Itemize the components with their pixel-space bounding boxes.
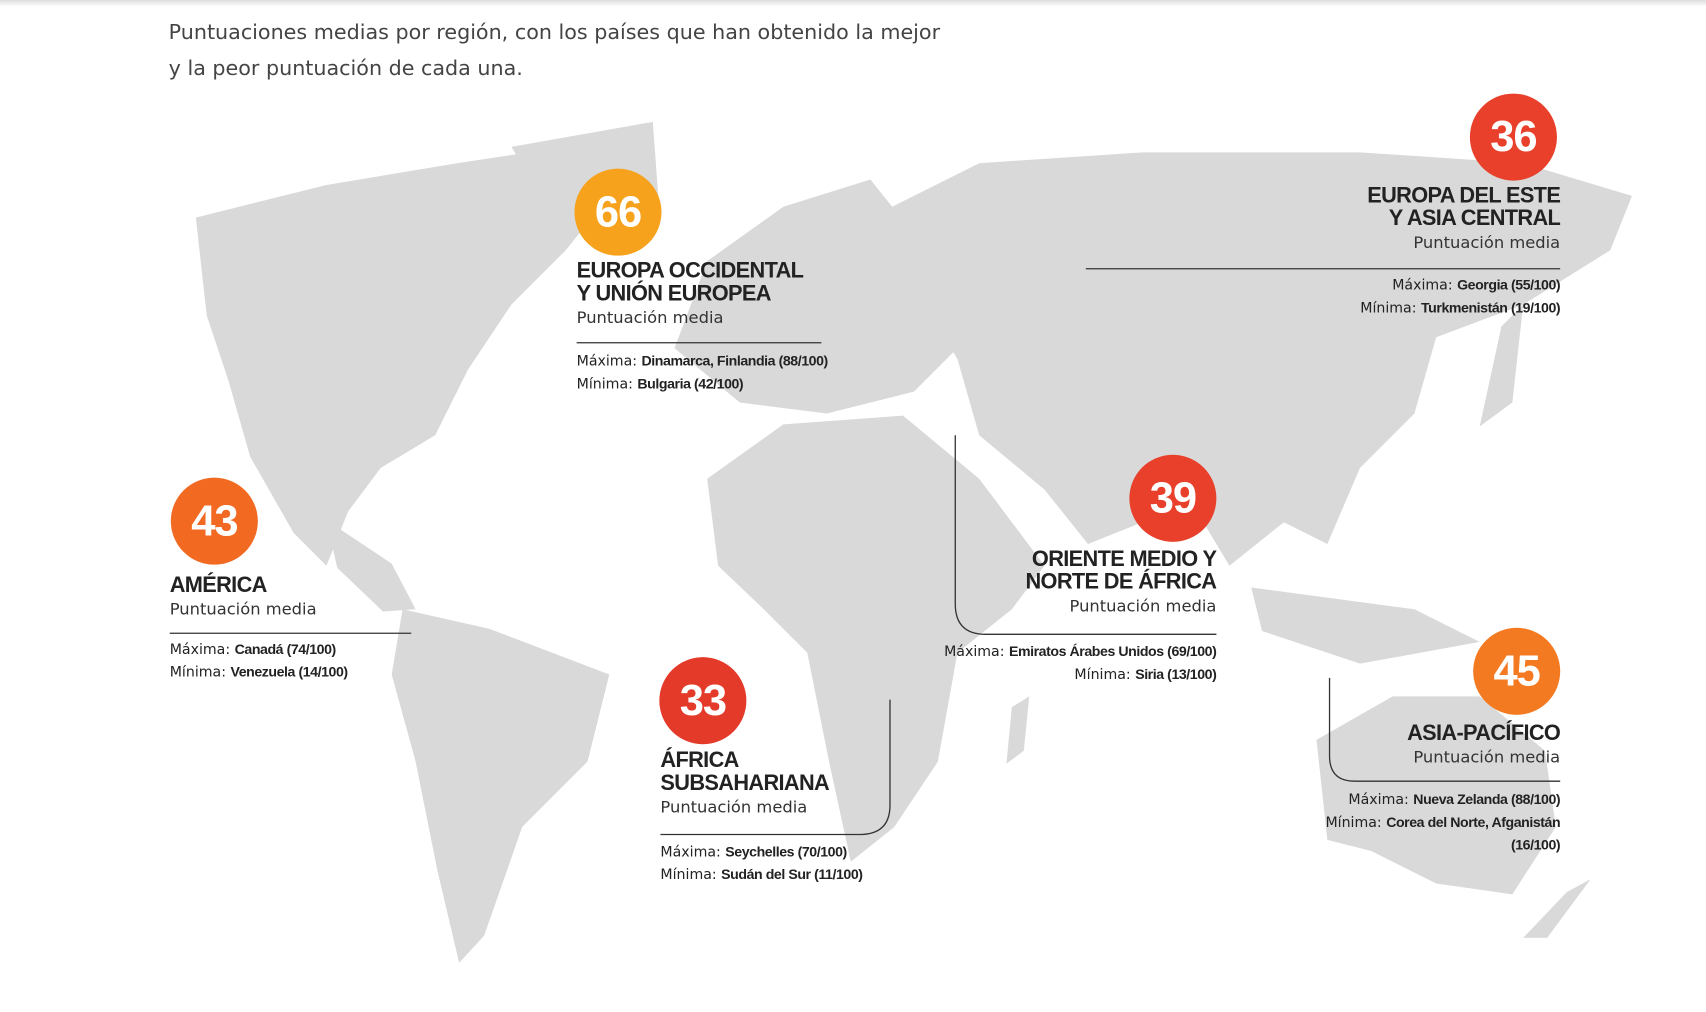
max-label: Máxima: [1392,277,1453,294]
max-label: Máxima: [660,844,721,861]
min-label: Mínima: [1074,666,1131,684]
europe [674,179,958,414]
min-label: Mínima: [576,376,633,393]
min-label: Mínima: [1325,814,1382,832]
africa [707,415,1045,862]
region-name: ÁFRICA [660,748,739,773]
max-country: Dinamarca, Finlandia (88/100) [641,352,829,369]
region-label: ASIA-PACÍFICO Puntuación media [1407,721,1561,769]
asia [892,152,1633,566]
region-stats: Máxima: Nueva Zelanda (88/100) Mínima: Co… [1288,789,1560,858]
region-label: ORIENTE MEDIO Y NORTE DE ÁFRICA Puntuación… [1025,547,1217,618]
score-badge: 43 [170,477,258,565]
score-badge: 66 [574,168,662,256]
region-subtitle: Puntuación media [1413,232,1561,253]
min-label: Mínima: [660,867,717,884]
region-name: ORIENTE MEDIO Y [1031,547,1217,572]
leader-lines [169,268,1561,836]
score-badge: 45 [1473,627,1561,715]
region-stats: Máxima: Dinamarca, Finlandia (88/100) Mín… [576,350,829,396]
min-line: Mínima: Venezuela (14/100) [170,662,348,685]
max-country: Emiratos Árabes Unidos (69/100) [1008,643,1217,660]
min-country: Siria (13/100) [1135,665,1217,683]
max-line: Máxima: Georgia (55/100) [1360,274,1560,297]
max-country: Seychelles (70/100) [725,843,847,860]
region-label: EUROPA OCCIDENTAL Y UNIÓN EUROPEA Puntuaci… [576,258,804,330]
min-label: Mínima: [1360,300,1417,317]
min-line: Mínima: Corea del Norte, Afganistán (16/… [1288,812,1560,858]
region-name: EUROPA DEL ESTE [1367,183,1561,208]
region-subtitle: Puntuación media [169,599,317,620]
score-badge: 36 [1469,93,1557,181]
region-name: Y ASIA CENTRAL [1388,206,1561,231]
madagascar [1006,696,1030,764]
region-stats: Máxima: Canadá (74/100) Mínima: Venezuela… [170,639,348,685]
max-line: Máxima: Canadá (74/100) [170,639,348,662]
max-line: Máxima: Dinamarca, Finlandia (88/100) [576,350,829,373]
min-country: Corea del Norte, Afganistán (16/100) [1386,813,1561,853]
max-label: Máxima: [169,641,231,659]
leader-line [1328,677,1561,782]
max-line: Máxima: Nueva Zelanda (88/100) [1288,789,1560,812]
region-stats: Máxima: Emiratos Árabes Unidos (69/100) M… [944,641,1217,687]
region-name: SUBSAHARIANA [660,771,830,796]
min-country: Turkmenistán (19/100) [1421,299,1561,316]
score-badge: 33 [659,657,747,745]
indonesia [1251,587,1480,664]
max-label: Máxima: [944,644,1005,661]
region-subtitle: Puntuación media [576,307,724,328]
region-label: ÁFRICA SUBSAHARIANA Puntuación media [660,748,830,820]
region-label: EUROPA DEL ESTE Y ASIA CENTRAL Puntuación … [1367,183,1561,255]
max-line: Máxima: Seychelles (70/100) [660,841,862,864]
south-america [391,609,610,963]
new-zealand [1523,879,1591,938]
region-name: Y UNIÓN EUROPEA [576,281,772,306]
max-country: Georgia (55/100) [1457,276,1561,293]
intro-line: Puntuaciones medias por región, con los … [168,20,941,45]
min-line: Mínima: Sudán del Sur (11/100) [660,864,863,887]
region-name: EUROPA OCCIDENTAL [576,258,804,283]
min-line: Mínima: Bulgaria (42/100) [577,373,828,396]
min-country: Venezuela (14/100) [230,663,348,681]
region-stats: Máxima: Georgia (55/100) Mínima: Turkmeni… [1360,274,1560,320]
japan [1479,304,1524,427]
leader-line [660,699,891,836]
region-subtitle: Puntuación media [660,797,808,818]
north-america [195,146,610,566]
min-line: Mínima: Turkmenistán (19/100) [1360,297,1560,320]
min-label: Mínima: [169,664,226,682]
leader-line [954,435,1217,635]
min-country: Bulgaria (42/100) [637,375,744,392]
min-country: Sudán del Sur (11/100) [721,866,863,883]
region-name: AMÉRICA [169,573,268,598]
australia [1316,696,1556,895]
max-label: Máxima: [576,353,638,370]
min-line: Mínima: Siria (13/100) [944,664,1216,687]
max-country: Nueva Zelanda (88/100) [1413,790,1561,808]
region-subtitle: Puntuación media [1069,596,1217,616]
top-bar [0,0,1706,7]
region-name: ASIA-PACÍFICO [1407,721,1561,746]
max-country: Canadá (74/100) [234,640,337,658]
region-stats: Máxima: Seychelles (70/100) Mínima: Sudán… [660,841,863,887]
region-label: AMÉRICA Puntuación media [170,574,317,621]
score-badge: 39 [1129,454,1217,542]
intro-line: y la peor puntuación de cada una. [168,56,523,81]
region-subtitle: Puntuación media [1413,747,1561,768]
central-america [326,520,416,612]
region-name: NORTE DE ÁFRICA [1025,570,1217,595]
max-label: Máxima: [1348,792,1409,809]
uk [739,252,775,307]
max-line: Máxima: Emiratos Árabes Unidos (69/100) [944,641,1217,664]
